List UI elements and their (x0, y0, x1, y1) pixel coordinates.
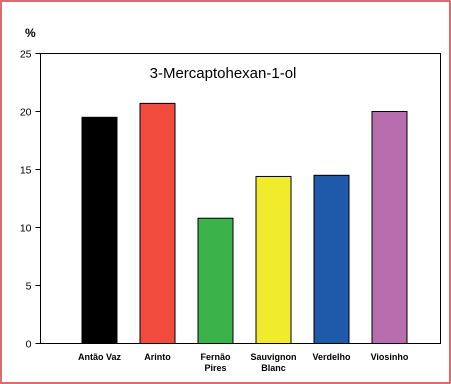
x-tick-label-line: Viosinho (371, 352, 409, 362)
x-tick-label-line: Sauvignon (250, 352, 296, 362)
y-axis-unit-label: % (25, 26, 36, 40)
y-tick-label: 20 (20, 106, 32, 118)
x-tick-label-line: Pires (204, 363, 226, 373)
bar-verdelho (313, 174, 350, 344)
bar-viosinho (371, 111, 408, 344)
x-tick-label: Fernão Pires (200, 352, 231, 373)
x-tick-label: Arinto (144, 352, 171, 362)
bar-arinto (139, 102, 176, 344)
x-tick-label-line: Arinto (144, 352, 171, 362)
y-axis: 0 5 10 15 20 25 (20, 48, 41, 350)
y-tick-label: 10 (20, 222, 32, 234)
x-tick-label-line: Fernão (200, 352, 231, 362)
y-tick-label: 25 (20, 48, 32, 60)
y-tick-label: 5 (26, 280, 32, 292)
x-tick-label-line: Blanc (261, 363, 286, 373)
x-tick-label: Sauvignon Blanc (250, 352, 296, 373)
x-tick-label: Antão Vaz (78, 352, 122, 362)
x-tick-label-line: Verdelho (312, 352, 351, 362)
x-tick-label: Viosinho (371, 352, 409, 362)
x-tick-label-line: Antão Vaz (78, 352, 122, 362)
bar-antao-vaz (81, 116, 118, 344)
chart-title: 3-Mercaptohexan-1-ol (150, 65, 297, 82)
bar-fernao-pires (197, 217, 234, 344)
x-axis: Antão Vaz Arinto Fernão Pires Sauvignon Blanc… (78, 352, 409, 373)
bar-sauvignon-blanc (255, 175, 292, 344)
x-tick-label: Verdelho (312, 352, 351, 362)
y-tick-label: 15 (20, 164, 32, 176)
plot-area (40, 53, 441, 344)
bars (81, 102, 408, 344)
y-tick-label: 0 (26, 338, 32, 350)
